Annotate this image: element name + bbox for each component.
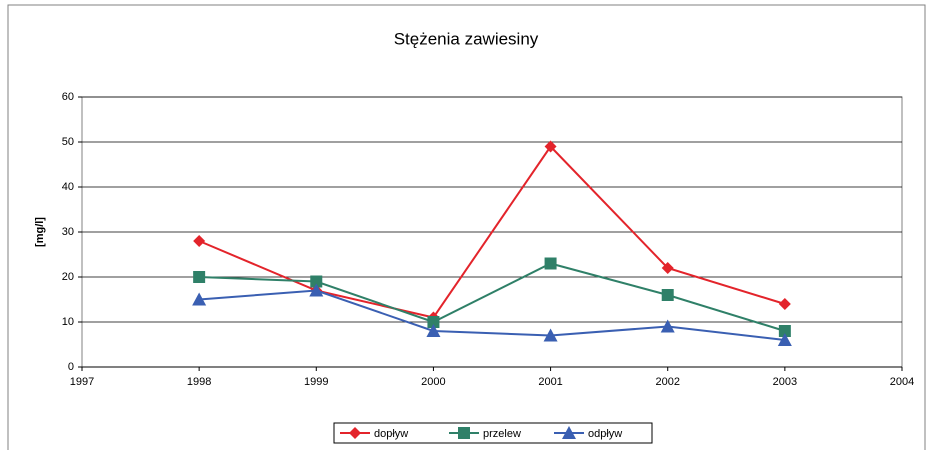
x-tick-label: 2001 [538, 376, 562, 388]
marker [193, 235, 206, 247]
series-line [199, 262, 786, 332]
marker [562, 426, 576, 439]
y-tick-label: 0 [68, 361, 74, 373]
marker [777, 333, 792, 346]
marker [661, 289, 674, 301]
marker [309, 283, 324, 297]
marker [427, 316, 440, 328]
legend-label: odpływ [588, 428, 622, 440]
y-tick-label: 40 [62, 181, 74, 193]
marker [661, 262, 674, 274]
marker [543, 328, 558, 342]
marker [458, 427, 470, 439]
y-tick-label: 20 [62, 271, 74, 283]
legend-label: dopływ [374, 428, 408, 440]
x-tick-label: 2000 [421, 376, 445, 388]
y-tick-label: 10 [62, 316, 74, 328]
x-tick-label: 1999 [304, 376, 328, 388]
chart-title: Stężenia zawiesiny [394, 29, 539, 48]
marker [310, 275, 323, 288]
x-tick-label: 2002 [655, 376, 679, 388]
series-line [198, 144, 786, 319]
marker [426, 324, 441, 337]
series-line [199, 289, 785, 341]
y-tick-label: 50 [62, 136, 74, 148]
y-tick-label: 30 [62, 226, 74, 238]
marker [349, 427, 361, 439]
marker [778, 298, 791, 310]
marker [660, 319, 675, 333]
x-tick-label: 1998 [187, 376, 211, 388]
x-tick-label: 1997 [70, 376, 94, 388]
legend-label: przelew [483, 428, 521, 440]
x-tick-label: 2004 [890, 376, 914, 388]
y-axis-label: [mg/l] [34, 217, 46, 247]
x-tick-label: 2003 [773, 376, 797, 388]
y-tick-label: 60 [62, 91, 74, 103]
marker [192, 292, 207, 306]
marker [544, 257, 557, 270]
marker [193, 271, 206, 283]
marker [544, 140, 557, 153]
marker [778, 325, 791, 337]
chart-frame [7, 4, 926, 450]
